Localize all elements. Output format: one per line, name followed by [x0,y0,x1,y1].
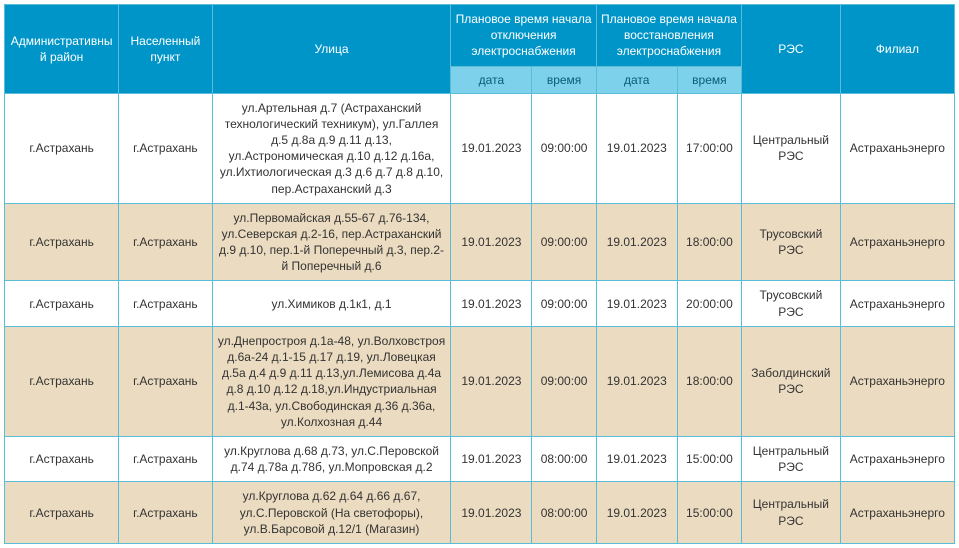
col-header-restore-start: Плановое время начала восстановления эле… [596,5,741,67]
cell-district: г.Астрахань [5,326,119,436]
cell-restore_date: 19.01.2023 [596,326,677,436]
table-body: г.Астраханьг.Астраханьул.Артельная д.7 (… [5,93,955,543]
cell-restore_time: 17:00:00 [677,93,741,203]
cell-town: г.Астрахань [119,93,212,203]
table-row: г.Астраханьг.Астраханьул.Первомайская д.… [5,203,955,281]
cell-branch: Астраханьэнерго [840,93,954,203]
cell-street: ул.Днепростроя д.1а-48, ул.Волховстроя д… [212,326,451,436]
cell-outage_time: 09:00:00 [532,326,596,436]
cell-street: ул.Химиков д.1к1, д.1 [212,281,451,326]
table-row: г.Астраханьг.Астраханьул.Круглова д.62 д… [5,482,955,544]
cell-branch: Астраханьэнерго [840,436,954,481]
cell-restore_date: 19.01.2023 [596,436,677,481]
cell-branch: Астраханьэнерго [840,482,954,544]
cell-res: Центральный РЭС [742,93,841,203]
col-header-res: РЭС [742,5,841,94]
cell-restore_time: 18:00:00 [677,326,741,436]
cell-restore_time: 20:00:00 [677,281,741,326]
cell-outage_date: 19.01.2023 [451,203,532,281]
cell-outage_time: 09:00:00 [532,281,596,326]
cell-outage_date: 19.01.2023 [451,281,532,326]
outage-table: Административный район Населенный пункт … [4,4,955,544]
cell-district: г.Астрахань [5,93,119,203]
subheader-outage-time: время [532,66,596,93]
cell-outage_date: 19.01.2023 [451,436,532,481]
cell-restore_time: 15:00:00 [677,436,741,481]
cell-outage_date: 19.01.2023 [451,326,532,436]
cell-street: ул.Круглова д.62 д.64 д.66 д.67, ул.С.Пе… [212,482,451,544]
cell-district: г.Астрахань [5,436,119,481]
cell-town: г.Астрахань [119,203,212,281]
subheader-restore-date: дата [596,66,677,93]
cell-outage_time: 08:00:00 [532,482,596,544]
cell-restore_time: 18:00:00 [677,203,741,281]
cell-res: Трусовский РЭС [742,203,841,281]
cell-outage_time: 09:00:00 [532,93,596,203]
cell-outage_date: 19.01.2023 [451,482,532,544]
cell-branch: Астраханьэнерго [840,326,954,436]
table-row: г.Астраханьг.Астраханьул.Химиков д.1к1, … [5,281,955,326]
col-header-town: Населенный пункт [119,5,212,94]
cell-town: г.Астрахань [119,326,212,436]
table-row: г.Астраханьг.Астраханьул.Круглова д.68 д… [5,436,955,481]
col-header-street: Улица [212,5,451,94]
subheader-outage-date: дата [451,66,532,93]
cell-outage_date: 19.01.2023 [451,93,532,203]
col-header-branch: Филиал [840,5,954,94]
col-header-outage-start: Плановое время начала отключения электро… [451,5,596,67]
cell-street: ул.Первомайская д.55-67 д.76-134, ул.Сев… [212,203,451,281]
cell-outage_time: 08:00:00 [532,436,596,481]
cell-district: г.Астрахань [5,482,119,544]
cell-restore_date: 19.01.2023 [596,281,677,326]
table-row: г.Астраханьг.Астраханьул.Артельная д.7 (… [5,93,955,203]
cell-town: г.Астрахань [119,281,212,326]
cell-res: Центральный РЭС [742,436,841,481]
cell-district: г.Астрахань [5,203,119,281]
table-row: г.Астраханьг.Астраханьул.Днепростроя д.1… [5,326,955,436]
cell-res: Центральный РЭС [742,482,841,544]
cell-restore_date: 19.01.2023 [596,93,677,203]
cell-restore_date: 19.01.2023 [596,203,677,281]
table-header-row: Административный район Населенный пункт … [5,5,955,67]
cell-outage_time: 09:00:00 [532,203,596,281]
cell-street: ул.Круглова д.68 д.73, ул.С.Перовской д.… [212,436,451,481]
cell-district: г.Астрахань [5,281,119,326]
cell-street: ул.Артельная д.7 (Астраханский технологи… [212,93,451,203]
cell-town: г.Астрахань [119,436,212,481]
subheader-restore-time: время [677,66,741,93]
cell-res: Заболдинский РЭС [742,326,841,436]
cell-town: г.Астрахань [119,482,212,544]
cell-res: Трусовский РЭС [742,281,841,326]
cell-restore_date: 19.01.2023 [596,482,677,544]
col-header-district: Административный район [5,5,119,94]
cell-branch: Астраханьэнерго [840,281,954,326]
cell-restore_time: 15:00:00 [677,482,741,544]
cell-branch: Астраханьэнерго [840,203,954,281]
